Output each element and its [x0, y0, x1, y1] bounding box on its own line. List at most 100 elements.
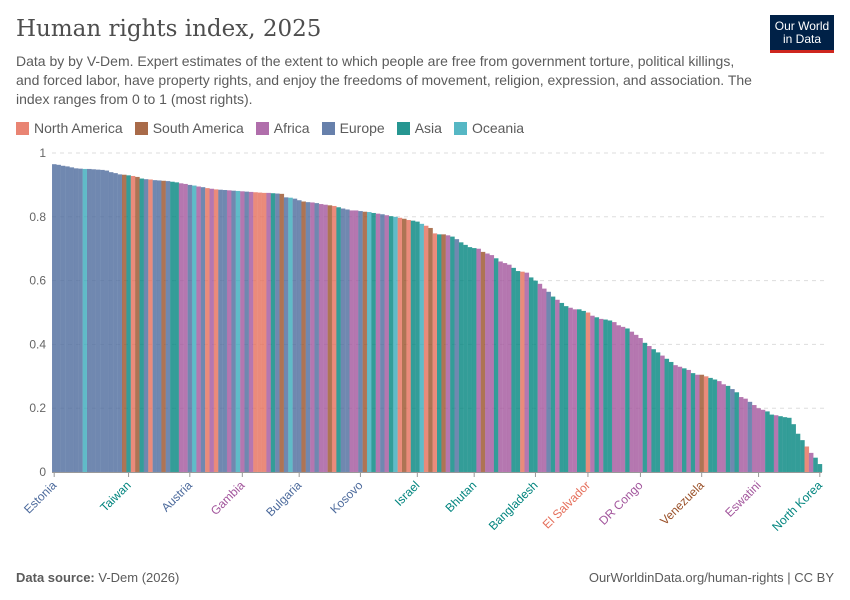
bar: [589, 315, 595, 473]
y-tick-label: 0.6: [29, 274, 46, 288]
bar: [585, 312, 591, 473]
x-tick-label: Kosovo: [327, 478, 365, 516]
bar: [64, 166, 70, 473]
bar: [432, 233, 438, 473]
bar: [463, 244, 468, 473]
bar: [664, 358, 670, 473]
bar: [121, 174, 127, 473]
bar: [786, 417, 792, 473]
bar: [624, 328, 630, 473]
bar: [139, 178, 145, 473]
legend-item-south-america[interactable]: South America: [134, 120, 244, 136]
legend-swatch: [134, 121, 148, 135]
y-tick-label: 0.2: [29, 401, 46, 415]
x-tick-label: Gambia: [208, 478, 248, 518]
bar: [528, 277, 534, 473]
bar: [725, 385, 731, 473]
bar: [406, 219, 412, 473]
bar: [659, 355, 665, 473]
owid-logo[interactable]: Our World in Data: [770, 15, 834, 53]
bar: [283, 197, 289, 473]
bar: [454, 238, 460, 473]
bar: [484, 253, 490, 473]
bar: [69, 167, 75, 473]
bar: [340, 208, 346, 473]
bar: [209, 188, 215, 473]
bar: [559, 302, 565, 473]
bar: [436, 234, 442, 473]
bar: [489, 254, 495, 473]
bar: [576, 309, 582, 473]
bar: [397, 217, 403, 473]
legend-item-europe[interactable]: Europe: [321, 120, 385, 136]
bar: [108, 171, 114, 473]
bar: [445, 235, 451, 473]
legend-item-asia[interactable]: Asia: [396, 120, 442, 136]
bar: [764, 411, 770, 473]
bar: [305, 201, 311, 473]
bar: [708, 377, 713, 473]
legend-item-north-america[interactable]: North America: [16, 120, 123, 136]
bar: [314, 202, 320, 473]
x-tick-label: Bhutan: [443, 478, 480, 515]
bar: [82, 168, 88, 473]
legend-swatch: [255, 121, 269, 135]
bar: [56, 164, 62, 473]
bar: [174, 182, 180, 473]
bar: [270, 193, 276, 473]
bar: [646, 345, 652, 473]
chart-subtitle: Data by by V-Dem. Expert estimates of th…: [16, 53, 752, 107]
bar: [699, 374, 705, 473]
bar: [808, 452, 814, 473]
bar: [419, 223, 425, 473]
bar: [414, 221, 420, 473]
bar: [126, 175, 132, 473]
bar: [782, 416, 788, 473]
bar: [541, 288, 547, 473]
bar: [795, 433, 801, 473]
bar: [143, 179, 149, 473]
bar: [231, 190, 237, 473]
bar: [73, 168, 79, 473]
source-label: Data source:: [16, 570, 95, 585]
bar: [506, 264, 512, 473]
bar: [651, 349, 657, 473]
x-tick-label: Eswatini: [722, 478, 763, 519]
bar: [729, 388, 735, 473]
footer-link[interactable]: OurWorldinData.org/human-rights | CC BY: [588, 570, 834, 585]
bar: [694, 374, 700, 473]
bar: [611, 321, 617, 473]
bar: [401, 218, 407, 473]
bar: [371, 212, 377, 473]
bar: [235, 190, 241, 473]
bar: [288, 197, 293, 473]
bar: [620, 326, 626, 473]
bar: [519, 271, 525, 473]
legend-item-africa[interactable]: Africa: [255, 120, 310, 136]
bar: [375, 213, 381, 473]
data-source: Data source: V-Dem (2026): [16, 570, 179, 585]
bar: [292, 198, 298, 473]
bar: [226, 190, 232, 473]
x-tick-label: Bulgaria: [263, 478, 304, 519]
bar: [86, 168, 92, 473]
bar: [366, 211, 372, 473]
bar: [804, 446, 810, 473]
bar: [239, 191, 245, 473]
bar: [690, 372, 696, 473]
bar: [681, 368, 687, 473]
bar: [655, 352, 661, 473]
legend-item-oceania[interactable]: Oceania: [453, 120, 524, 136]
bar: [161, 180, 167, 473]
bar: [515, 270, 521, 473]
bar: [178, 183, 184, 473]
bar: [813, 457, 818, 473]
legend-swatch: [453, 121, 467, 135]
y-tick-label: 1: [39, 146, 46, 160]
bar: [104, 170, 110, 473]
legend-swatch: [16, 121, 29, 135]
source-link[interactable]: V-Dem (2026): [98, 570, 180, 585]
bar: [449, 236, 455, 473]
bar: [301, 201, 307, 473]
bar: [458, 242, 464, 473]
